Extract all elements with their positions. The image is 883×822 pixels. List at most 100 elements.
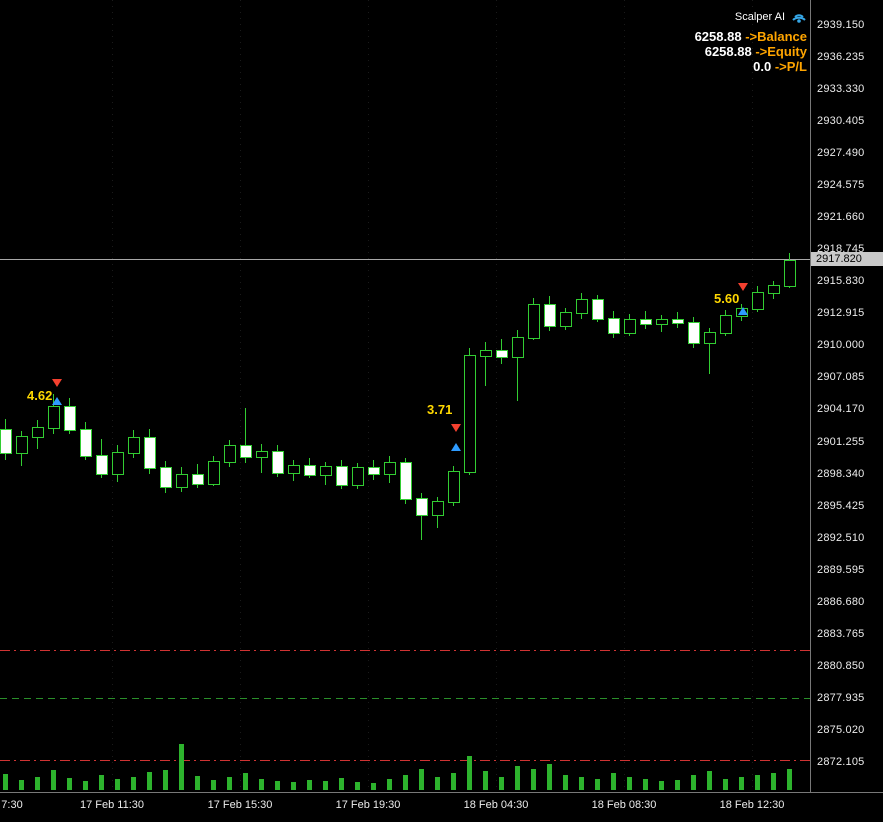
candle-body (304, 465, 316, 476)
volume-bar (147, 772, 152, 790)
price-axis-separator (810, 0, 811, 793)
volume-bar (771, 773, 776, 790)
balance-label: ->Balance (745, 29, 807, 44)
price-axis-label: 2875.020 (817, 724, 865, 736)
candle-body (144, 437, 156, 469)
volume-bar (163, 770, 168, 790)
grid-line-vertical (240, 0, 241, 792)
volume-bar (451, 773, 456, 790)
candle-body (112, 452, 124, 475)
volume-bar (291, 782, 296, 790)
candle-body (656, 319, 668, 325)
price-axis-label: 2901.255 (817, 436, 865, 448)
candle-body (672, 319, 684, 324)
ea-name-label: Scalper AI (734, 11, 785, 23)
level-line-red-dashdot-lower (0, 760, 810, 761)
volume-bar (259, 779, 264, 790)
grid-line-vertical (752, 0, 753, 792)
buy-arrow-icon (738, 307, 748, 315)
sell-arrow-icon (451, 424, 461, 432)
volume-bar (51, 770, 56, 790)
volume-bar (227, 777, 232, 790)
volume-bar (579, 777, 584, 790)
candle-body (576, 299, 588, 314)
volume-bar (707, 771, 712, 790)
account-info-overlay: 6258.88 ->Balance 6258.88 ->Equity 0.0 -… (695, 29, 807, 74)
candle-body (32, 427, 44, 438)
candle-body (176, 474, 188, 488)
sell-arrow-icon (738, 283, 748, 291)
candle-body (320, 466, 332, 476)
time-axis-label: 17 Feb 19:30 (335, 799, 401, 811)
volume-bar (355, 782, 360, 790)
candle-body (768, 285, 780, 294)
candle-wick (709, 328, 710, 374)
grid-line-vertical (112, 0, 113, 792)
pl-label: ->P/L (774, 59, 807, 74)
candle-wick (517, 330, 518, 401)
candle-body (336, 466, 348, 486)
volume-bar (275, 781, 280, 790)
time-axis-label: 18 Feb 08:30 (591, 799, 657, 811)
candle-body (192, 474, 204, 485)
volume-bar (323, 781, 328, 790)
price-axis-label: 2872.105 (817, 756, 865, 768)
trade-profit-label: 3.71 (427, 402, 453, 417)
equity-value: 6258.88 (704, 44, 752, 59)
candle-body (224, 445, 236, 463)
volume-bar (419, 769, 424, 790)
current-price-line (0, 259, 810, 260)
candle-body (480, 350, 492, 357)
equity-label: ->Equity (755, 44, 807, 59)
time-axis-separator (0, 792, 883, 793)
volume-bar (627, 777, 632, 790)
volume-bar (643, 779, 648, 790)
candle-body (384, 462, 396, 475)
volume-bar (787, 769, 792, 790)
price-axis-label: 2910.000 (817, 339, 865, 351)
volume-bar (691, 775, 696, 790)
candle-body (240, 445, 252, 458)
candle-body (368, 467, 380, 475)
volume-bar (371, 783, 376, 790)
volume-bar (131, 777, 136, 790)
candle-body (688, 322, 700, 344)
candle-body (560, 312, 572, 327)
candle-body (400, 462, 412, 500)
pl-line: 0.0 ->P/L (695, 59, 807, 74)
chart-plot[interactable]: 4.62 3.71 5.60 (0, 0, 810, 792)
volume-bar (675, 780, 680, 790)
candle-body (704, 332, 716, 344)
price-axis[interactable]: 2939.150 2936.235 2933.330 2930.405 2927.490… (811, 0, 883, 792)
candle-body (48, 406, 60, 429)
volume-bar (99, 775, 104, 790)
price-axis-label: 2921.660 (817, 211, 865, 223)
price-axis-label: 2892.510 (817, 532, 865, 544)
volume-bar (739, 777, 744, 790)
volume-bar (67, 778, 72, 790)
price-axis-label: 2877.935 (817, 692, 865, 704)
candle-body (640, 319, 652, 325)
candle-body (448, 471, 460, 503)
candle-body (720, 315, 732, 334)
volume-bar (531, 769, 536, 790)
price-axis-label: 2933.330 (817, 83, 865, 95)
ea-panel: Scalper AI (735, 9, 807, 25)
price-axis-label: 2883.765 (817, 628, 865, 640)
volume-bar (723, 779, 728, 790)
volume-bar (467, 756, 472, 790)
volume-bar (3, 774, 8, 790)
volume-bar (179, 744, 184, 790)
level-line-red-dashdot-upper (0, 650, 810, 651)
price-axis-label: 2898.340 (817, 468, 865, 480)
volume-bar (339, 778, 344, 790)
trade-profit-label: 4.62 (27, 388, 53, 403)
volume-bar (563, 775, 568, 790)
time-axis[interactable]: 7:30 17 Feb 11:30 17 Feb 15:30 17 Feb 19:30… (0, 793, 883, 822)
candle-body (464, 355, 476, 473)
current-price-tag: 2917.820 (811, 252, 883, 266)
price-axis-label: 2907.085 (817, 371, 865, 383)
volume-bar (499, 777, 504, 790)
candle-body (784, 260, 796, 287)
price-axis-label: 2927.490 (817, 147, 865, 159)
